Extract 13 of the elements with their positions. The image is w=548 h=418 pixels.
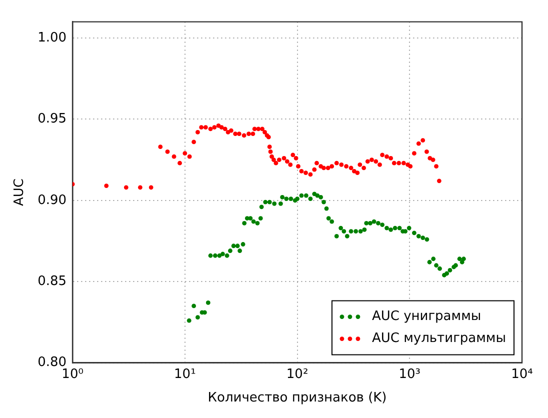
x-tick-label: 10⁴ xyxy=(511,366,533,382)
y-tick-label: 0.85 xyxy=(38,274,67,289)
y-tick-label: 0.95 xyxy=(38,112,67,127)
x-tick-label: 10¹ xyxy=(174,366,196,382)
x-tick-label: 10⁰ xyxy=(62,366,84,382)
x-tick-label: 10³ xyxy=(398,366,421,382)
legend-label: AUC мультиграммы xyxy=(372,331,506,346)
x-tick-label: 10² xyxy=(286,366,308,382)
y-tick-label: 0.90 xyxy=(38,192,67,208)
x-axis-title: Количество признаков (K) xyxy=(208,390,387,406)
y-tick-label: 1.00 xyxy=(38,30,67,46)
legend-label: AUC униграммы xyxy=(372,309,482,324)
y-axis-title: AUC xyxy=(12,178,28,206)
